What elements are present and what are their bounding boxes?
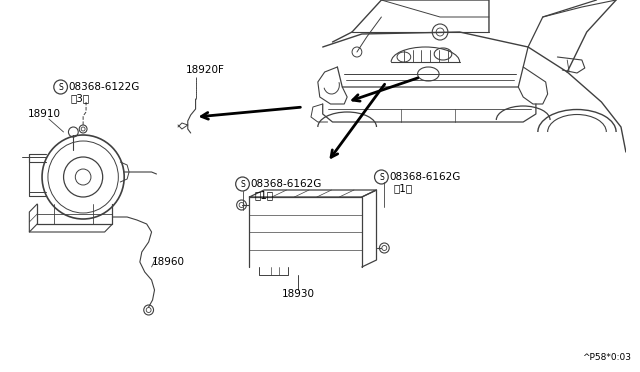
Text: 18960: 18960 bbox=[152, 257, 184, 267]
Text: 08368-6122G: 08368-6122G bbox=[68, 82, 140, 92]
Text: S: S bbox=[379, 173, 384, 182]
Text: （1）: （1） bbox=[393, 183, 412, 193]
Text: S: S bbox=[58, 83, 63, 92]
Text: 18930: 18930 bbox=[282, 289, 315, 299]
Text: S: S bbox=[240, 180, 245, 189]
Text: 。3）: 。3） bbox=[70, 93, 90, 103]
Text: 18920F: 18920F bbox=[186, 65, 225, 75]
Text: （1）: （1） bbox=[254, 190, 273, 200]
Text: ^P58*0:03: ^P58*0:03 bbox=[582, 353, 631, 362]
Text: 08368-6162G: 08368-6162G bbox=[389, 172, 461, 182]
Text: 18910: 18910 bbox=[28, 109, 60, 119]
Text: 08368-6162G: 08368-6162G bbox=[250, 179, 322, 189]
